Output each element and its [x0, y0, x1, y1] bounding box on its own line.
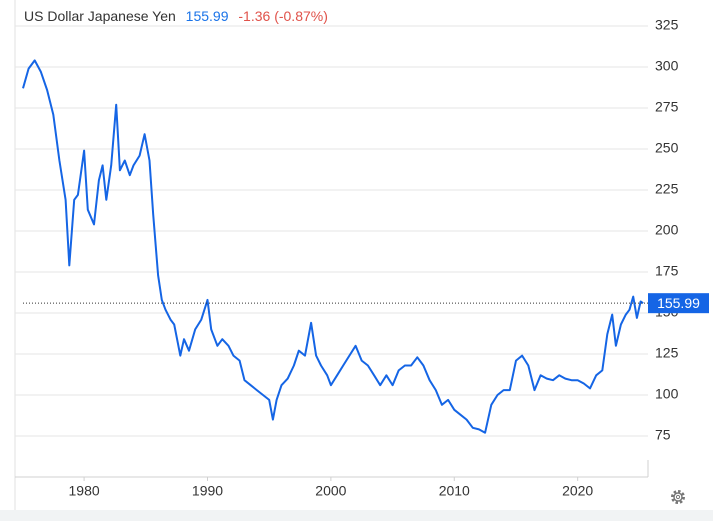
- last-price-badge-label: 155.99: [657, 295, 700, 311]
- settings-icon[interactable]: [671, 490, 685, 504]
- y-tick-label: 200: [655, 222, 679, 238]
- x-tick-label: 2010: [439, 483, 470, 499]
- y-tick-label: 175: [655, 263, 679, 279]
- y-tick-label: 125: [655, 345, 679, 361]
- last-price: 155.99: [186, 8, 229, 24]
- price-change: -1.36 (-0.87%): [238, 8, 327, 24]
- y-tick-label: 300: [655, 58, 679, 74]
- header: US Dollar Japanese Yen 155.99 -1.36 (-0.…: [24, 8, 328, 24]
- last-price-badge: [648, 293, 709, 314]
- y-tick-label: 250: [655, 140, 679, 156]
- chart-title: US Dollar Japanese Yen: [24, 8, 176, 24]
- y-tick-label: 75: [655, 427, 671, 443]
- x-tick-label: 2020: [562, 483, 593, 499]
- y-tick-label: 275: [655, 99, 679, 115]
- price-line: [22, 59, 644, 434]
- x-tick-label: 1990: [192, 483, 223, 499]
- footer-bar: [0, 510, 713, 521]
- y-tick-label: 100: [655, 386, 679, 402]
- x-tick-label: 2000: [315, 483, 346, 499]
- y-tick-label: 225: [655, 181, 679, 197]
- x-tick-label: 1980: [69, 483, 100, 499]
- y-tick-label: 325: [655, 17, 679, 33]
